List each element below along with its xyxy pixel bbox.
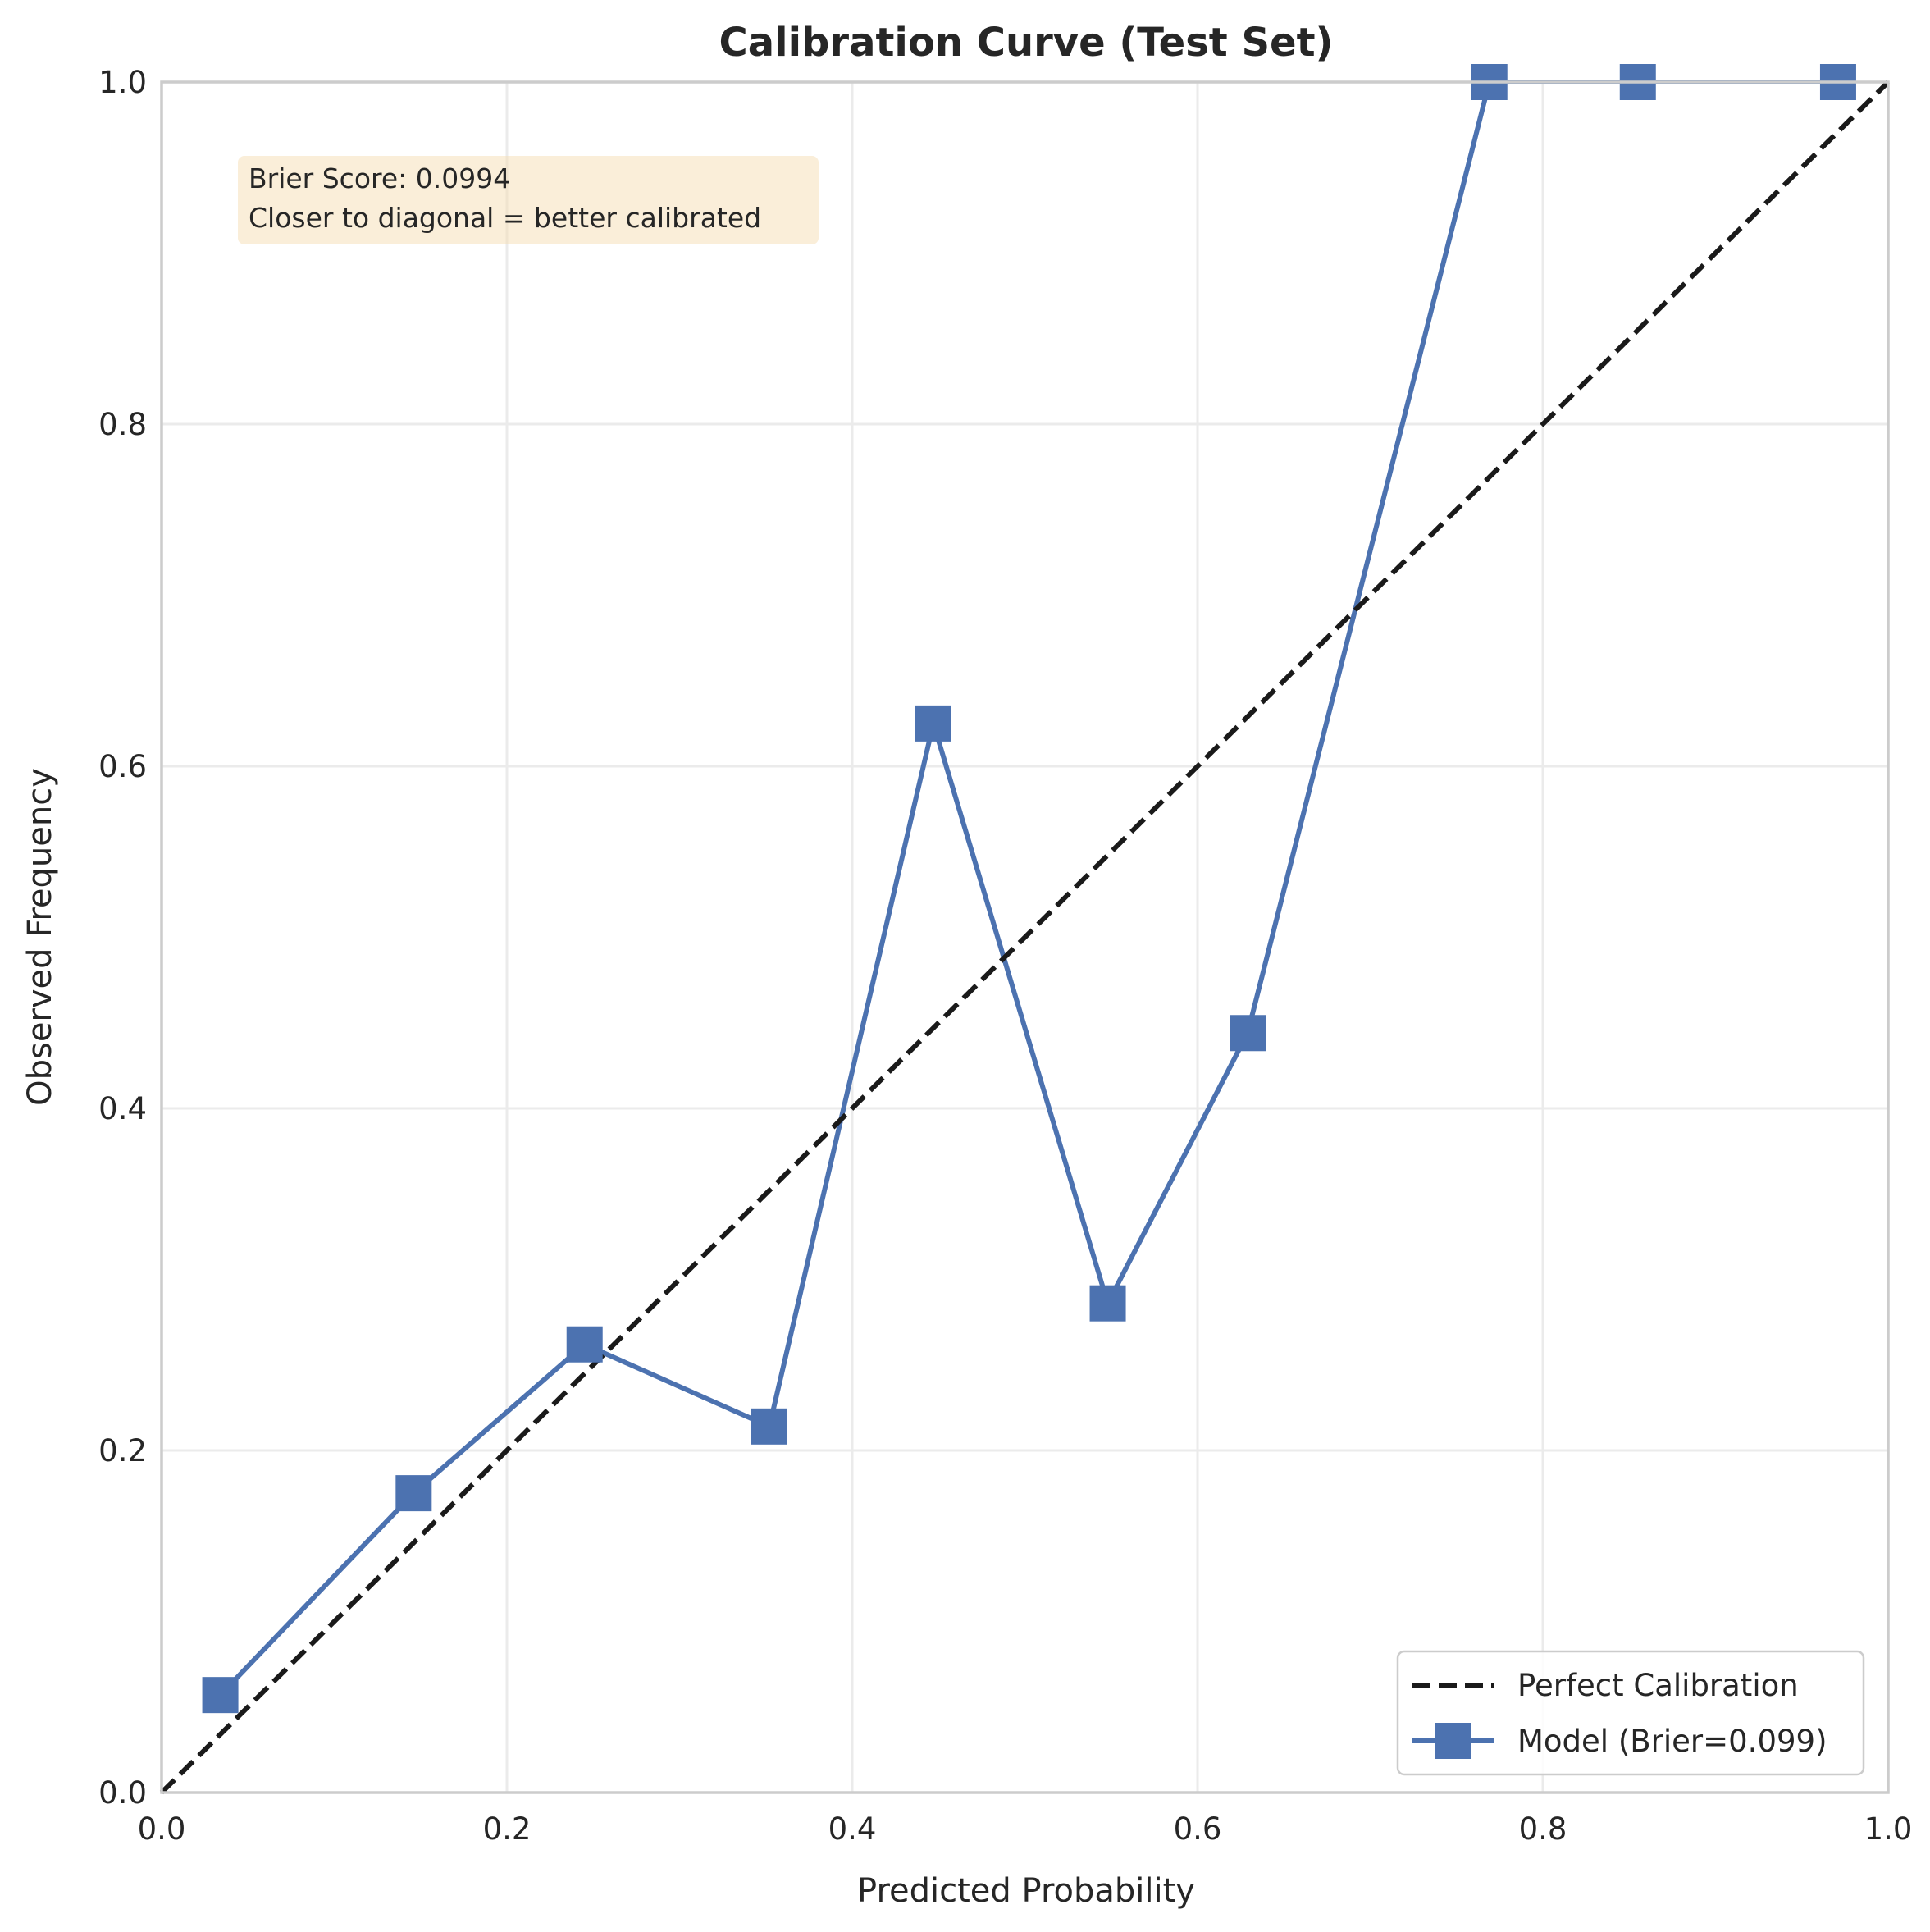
perfect-calibration-line — [159, 80, 1891, 1795]
brier-annotation-box: Brier Score: 0.0994 Closer to diagonal =… — [238, 156, 819, 244]
x-tick-label: 0.8 — [1519, 1811, 1567, 1847]
plot-frame — [160, 80, 1890, 1794]
model-point-marker — [566, 1326, 603, 1363]
model-point-marker — [202, 1677, 239, 1714]
x-tick-label: 0.2 — [483, 1811, 532, 1847]
y-tick-label: 1.0 — [98, 65, 147, 100]
model-point-marker — [751, 1408, 787, 1445]
y-tick-label: 0.4 — [98, 1091, 147, 1126]
model-point-marker — [1089, 1285, 1126, 1322]
x-tick-label: 1.0 — [1864, 1811, 1913, 1847]
y-axis-label: Observed Frequency — [21, 768, 59, 1106]
x-tick-label: 0.6 — [1174, 1811, 1222, 1847]
y-tick-label: 0.6 — [98, 749, 147, 784]
x-axis-label: Predicted Probability — [857, 1872, 1195, 1910]
tick-labels: 0.0 0.2 0.4 0.6 0.8 1.0 0.0 0.2 0.4 0.6 0.8 1.0 — [98, 65, 1912, 1847]
x-tick-label: 0.0 — [138, 1811, 186, 1847]
y-tick-label: 0.8 — [98, 407, 147, 442]
x-tick-label: 0.4 — [828, 1811, 877, 1847]
annotation-background — [238, 156, 819, 244]
legend-model-marker-icon — [1435, 1723, 1471, 1759]
annotation-line-1: Brier Score: 0.0994 — [249, 162, 510, 194]
legend-label-model: Model (Brier=0.099) — [1517, 1724, 1827, 1759]
legend-label-perfect: Perfect Calibration — [1517, 1668, 1799, 1703]
model-point-marker — [395, 1475, 432, 1512]
legend-frame — [1396, 1650, 1865, 1776]
y-tick-label: 0.0 — [98, 1775, 147, 1811]
chart-title: Calibration Curve (Test Set) — [719, 20, 1334, 66]
model-point-marker — [1230, 1015, 1266, 1052]
legend: Perfect Calibration Model (Brier=0.099) — [1396, 1650, 1865, 1776]
y-tick-label: 0.2 — [98, 1433, 147, 1468]
annotation-line-2: Closer to diagonal = better calibrated — [249, 202, 761, 234]
model-point-marker — [915, 705, 951, 742]
